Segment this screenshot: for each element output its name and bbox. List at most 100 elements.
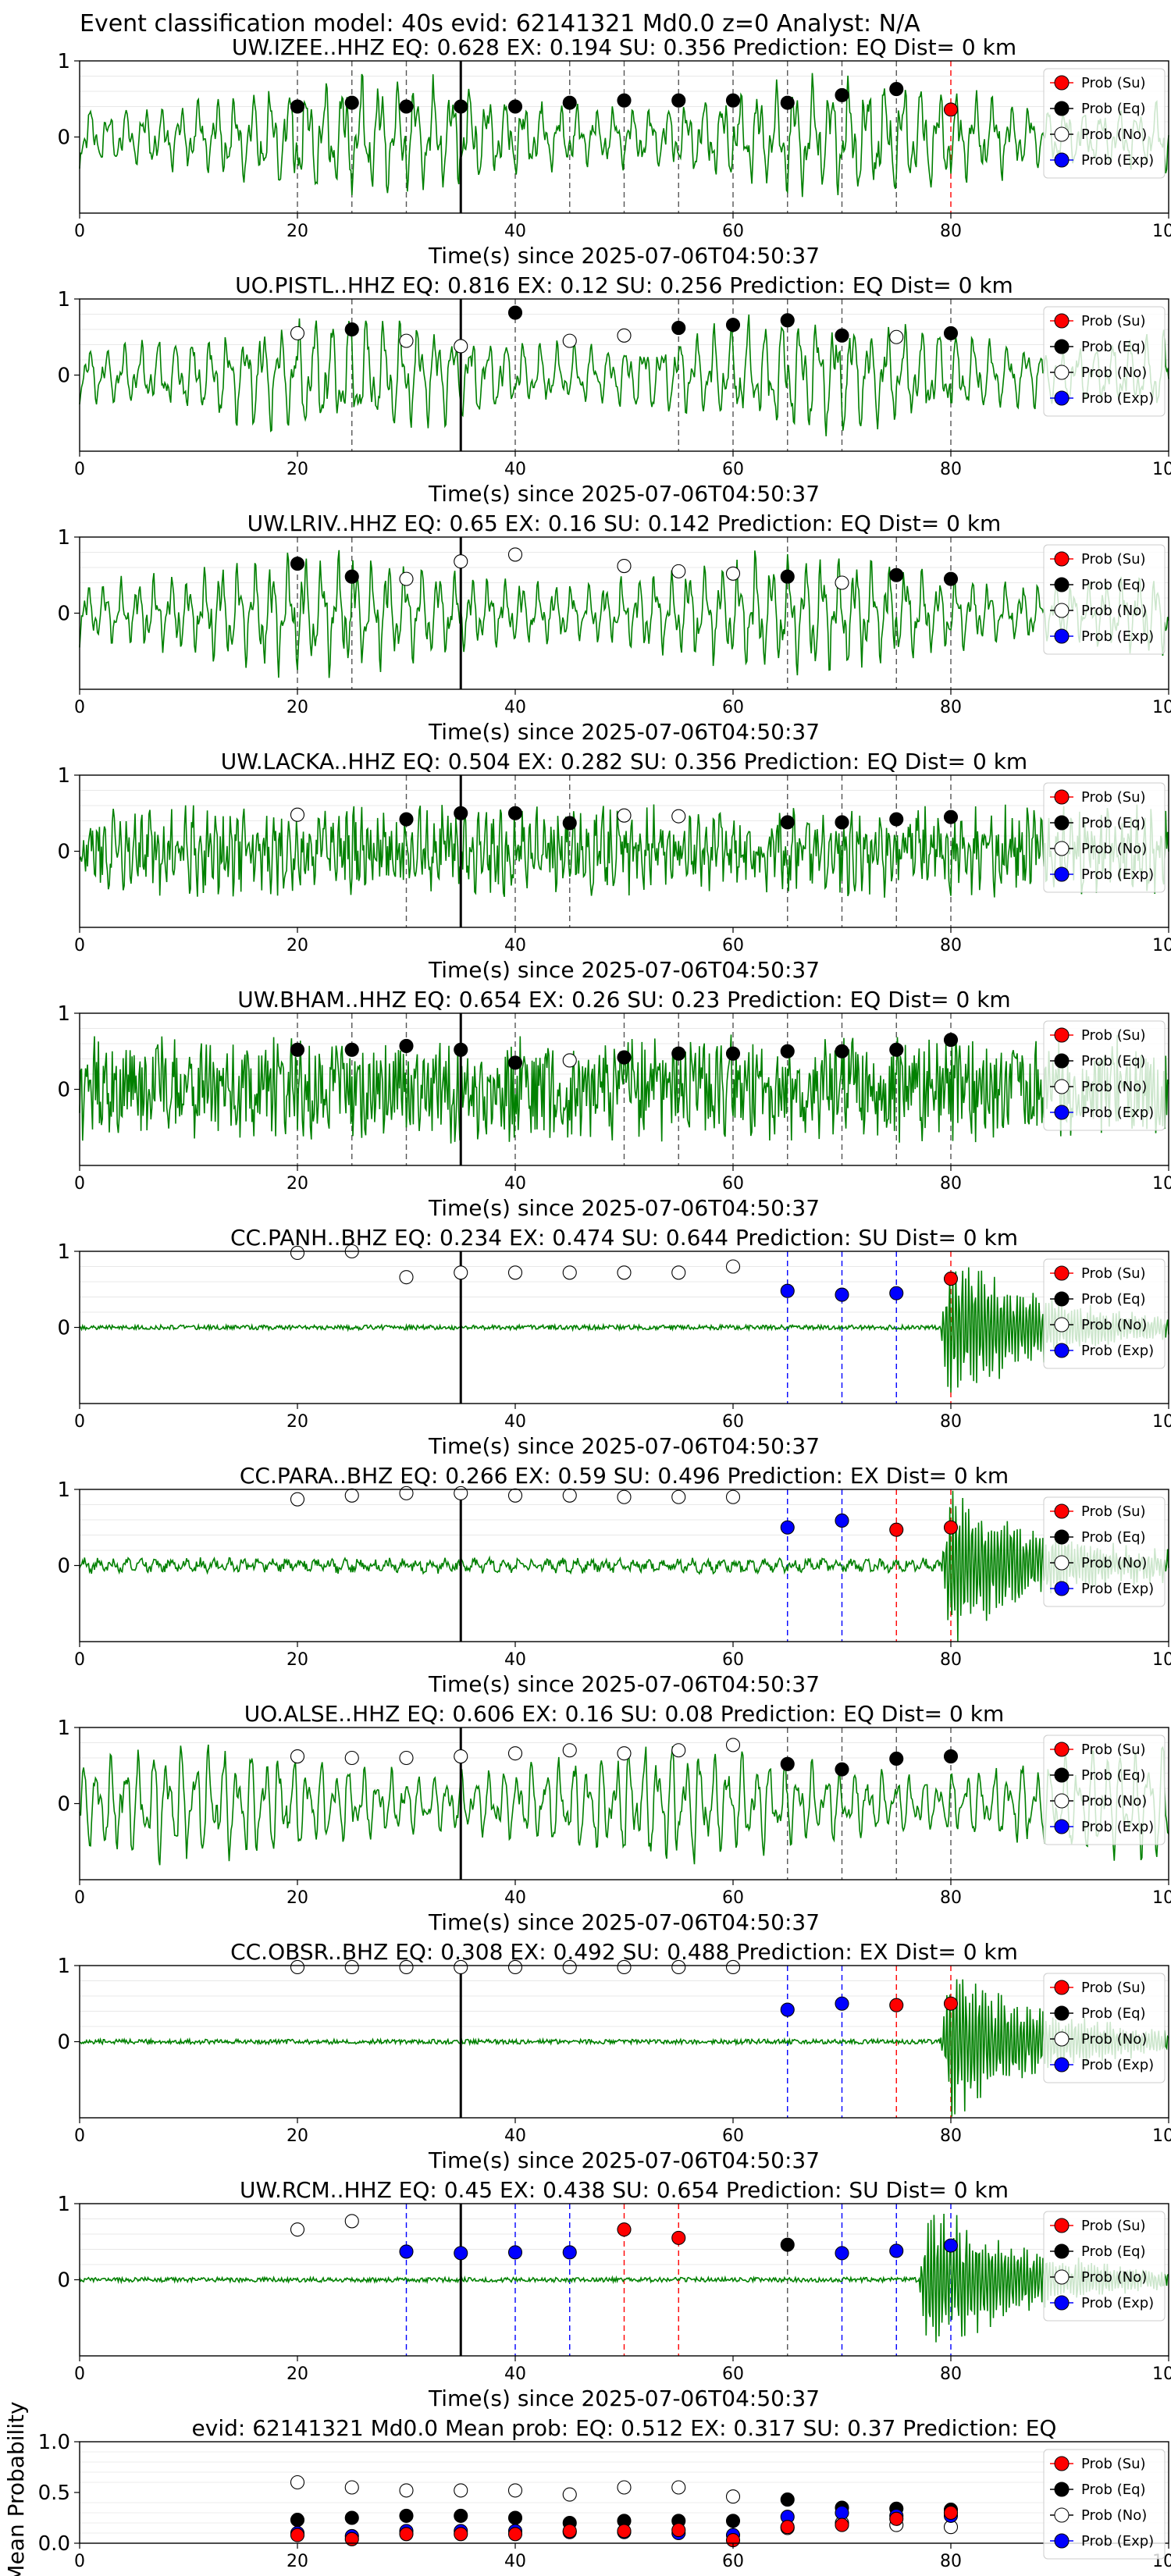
panel-title: UW.LACKA..HHZ EQ: 0.504 EX: 0.282 SU: 0.… [221,749,1027,774]
legend-marker-eq [1054,1529,1070,1545]
x-axis-label: Time(s) since 2025-07-06T04:50:37 [428,957,820,983]
legend-marker-su [1054,1980,1070,1995]
axes-frame [79,2203,1169,2357]
legend-label-exp: Prob (Exp) [1081,2057,1154,2073]
legend-label-su: Prob (Su) [1081,75,1146,91]
prob-marker-no [562,1053,577,1068]
prob-marker-no [344,2214,359,2229]
panel-title: UW.IZEE..HHZ EQ: 0.628 EX: 0.194 SU: 0.3… [232,34,1016,60]
mean-prob-marker-no [344,2480,359,2495]
prob-marker-eq [835,1044,849,1059]
x-tick-label: 40 [504,1888,526,1908]
prob-marker-no [290,1749,305,1764]
prob-marker-no [454,1749,468,1764]
prob-marker-eq [943,326,959,340]
x-axis-label: Time(s) since 2025-07-06T04:50:37 [428,719,820,745]
x-axis-label: Time(s) since 2025-07-06T04:50:37 [428,1909,820,1935]
legend: Prob (Su) Prob (Eq) Prob (No) Prob (Exp) [1043,1258,1166,1369]
prob-marker-no [671,1743,686,1758]
legend-label-no: Prob (No) [1081,603,1147,619]
prob-marker-no [562,1959,577,1974]
legend-label-no: Prob (No) [1081,1793,1147,1809]
prob-marker-eq [943,1749,959,1764]
axes-frame [79,1251,1169,1404]
legend-marker-exp [1054,1105,1070,1120]
x-axis-label: Time(s) since 2025-07-06T04:50:37 [428,2147,820,2173]
y-tick-label: 0 [57,126,70,150]
x-tick-label: 0 [74,1174,85,1194]
prob-marker-no [835,575,849,590]
x-tick-label: 100 [1152,460,1171,479]
legend-label-su: Prob (Su) [1081,2218,1146,2234]
prob-marker-exp [780,2002,795,2017]
x-tick-label: 60 [722,1412,744,1432]
prob-marker-eq [780,1756,795,1771]
prob-marker-no [617,558,632,574]
legend-marker-su [1054,2218,1070,2233]
legend-frame [1043,1496,1166,1607]
prob-marker-eq [889,1751,904,1767]
waveform-trace [79,1744,1169,1866]
legend-label-eq: Prob (Eq) [1081,339,1146,355]
station-panel-1: UW.IZEE..HHZ EQ: 0.628 EX: 0.194 SU: 0.3… [57,34,1171,269]
prob-marker-eq [507,806,523,820]
prob-marker-eq [725,1046,741,1061]
legend-marker-exp [1054,390,1070,406]
mean-prob-marker-su [344,2532,359,2546]
prob-marker-eq [290,99,305,114]
panel-title: CC.PARA..BHZ EQ: 0.266 EX: 0.59 SU: 0.49… [240,1463,1009,1489]
x-tick-label: 100 [1152,936,1171,955]
prob-marker-eq [943,1033,959,1048]
legend-marker-exp [1054,2057,1070,2073]
mean-prob-marker-eq [780,2492,795,2507]
legend: Prob (Su) Prob (Eq) Prob (No) Prob (Exp) [1043,1973,1166,2083]
station-panel-2: UO.PISTL..HHZ EQ: 0.816 EX: 0.12 SU: 0.2… [57,272,1171,507]
prob-marker-eq [943,571,959,586]
legend-marker-no [1054,1317,1070,1332]
x-tick-label: 0 [74,936,85,955]
prob-marker-no [725,1259,741,1274]
y-tick-label: 0.5 [38,2482,70,2505]
legend-marker-eq [1054,2482,1070,2497]
x-tick-label: 60 [722,1174,744,1194]
prob-marker-eq [454,99,468,114]
prob-marker-exp [780,1283,795,1298]
y-tick-label: 0 [57,841,70,864]
prob-marker-no [507,1746,523,1761]
legend-marker-no [1054,1793,1070,1809]
x-tick-label: 20 [287,1412,308,1432]
prob-marker-eq [399,1038,414,1053]
x-tick-label: 20 [287,1650,308,1670]
legend-label-su: Prob (Su) [1081,1742,1146,1758]
mean-prob-marker-eq [454,2508,468,2523]
x-tick-label: 60 [722,460,744,479]
legend-marker-eq [1054,815,1070,831]
x-tick-label: 60 [722,222,744,241]
y-tick-label: 0.0 [38,2532,70,2556]
legend-marker-eq [1054,1291,1070,1307]
prob-marker-no [507,1488,523,1503]
prob-marker-exp [835,1287,849,1302]
prob-marker-eq [617,93,632,108]
x-axis-label: Time(s) since 2025-07-06T04:50:37 [428,1433,820,1459]
legend-frame [1043,2449,1166,2560]
waveform-trace [79,1267,1169,1393]
prob-marker-no [399,571,414,586]
panel-title: UW.BHAM..HHZ EQ: 0.654 EX: 0.26 SU: 0.23… [237,987,1010,1012]
legend-label-eq: Prob (Eq) [1081,815,1146,831]
legend-label-no: Prob (No) [1081,2507,1147,2524]
prob-marker-su [943,1996,959,2011]
prob-marker-eq [344,1042,359,1057]
prob-marker-eq [344,322,359,337]
x-tick-label: 0 [74,1412,85,1432]
y-tick-label: 0 [57,365,70,388]
mean-prob-marker-su [617,2524,632,2539]
x-tick-label: 80 [940,460,962,479]
legend-label-eq: Prob (Eq) [1081,1529,1146,1546]
x-tick-label: 40 [504,1174,526,1194]
legend-marker-su [1054,789,1070,805]
legend-frame [1043,2211,1166,2322]
prob-marker-no [507,1959,523,1974]
prob-marker-eq [780,1044,795,1059]
